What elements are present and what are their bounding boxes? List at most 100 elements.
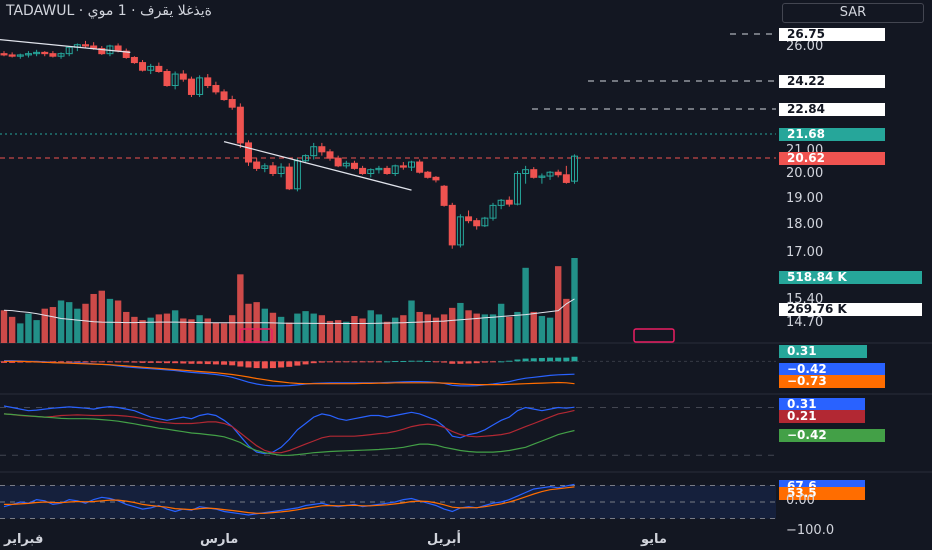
macd-histogram-bar	[416, 360, 423, 362]
macd-histogram-bar	[359, 361, 366, 363]
volume-bar	[473, 313, 480, 343]
macd-histogram-bar	[90, 361, 97, 363]
volume-bar	[506, 316, 513, 343]
candle	[513, 173, 521, 205]
candle	[342, 162, 350, 167]
volume-bar	[147, 317, 154, 343]
macd-histogram-bar	[318, 361, 325, 363]
price-tick-label: 17.00	[786, 245, 824, 260]
symbol-title[interactable]: TADAWUL · ةيذغلا يقرف · 1 موي	[6, 3, 212, 19]
macd-histogram-bar	[278, 361, 285, 368]
price-tag: 24.22	[779, 75, 885, 88]
macd-histogram-bar	[457, 361, 464, 364]
price-tag: 0.31	[779, 345, 867, 358]
candle	[196, 77, 204, 95]
price-tag: 269.76 K	[779, 303, 922, 316]
macd-histogram-bar	[538, 357, 545, 362]
volume-bar	[440, 314, 448, 343]
macd-histogram-bar	[506, 360, 513, 362]
macd-histogram-bar	[530, 358, 537, 362]
macd-histogram-bar	[269, 361, 276, 369]
volume-bar	[416, 311, 423, 343]
volume-bar	[522, 267, 529, 343]
macd-histogram-bar	[571, 356, 578, 362]
candle	[562, 174, 570, 183]
volume-bar	[269, 312, 277, 343]
signal-line	[4, 360, 575, 386]
candle	[326, 151, 334, 159]
candle	[554, 171, 562, 176]
macd-histogram-bar	[245, 361, 252, 368]
macd-histogram-bar	[155, 361, 162, 363]
candle	[318, 146, 326, 153]
candle	[481, 217, 489, 227]
volume-bar	[131, 316, 138, 343]
volume-bar	[465, 310, 472, 343]
volume-bar	[489, 314, 497, 343]
macd-histogram-bar	[131, 361, 138, 363]
candle	[0, 53, 8, 56]
macd-histogram-bar	[490, 361, 496, 363]
oscillator-pane	[0, 405, 776, 456]
candle	[416, 161, 424, 173]
candle	[269, 165, 277, 175]
candle	[139, 62, 147, 71]
volume-average-line	[3, 298, 575, 324]
volume-bar	[33, 320, 40, 343]
price-tag: −0.42	[779, 429, 885, 442]
macd-histogram-bar	[221, 361, 228, 365]
candle	[383, 167, 391, 174]
price-tag: −0.73	[779, 375, 885, 388]
candle	[163, 71, 171, 87]
oscillator-line	[3, 413, 575, 456]
volume-bar	[82, 303, 89, 343]
currency-selector[interactable]: SAR	[782, 3, 924, 23]
volume-bar	[17, 323, 24, 343]
volume-bar	[106, 298, 114, 343]
time-tick-label: أبريل	[427, 532, 461, 547]
candle	[571, 155, 578, 182]
volume-bar	[237, 274, 244, 343]
macd-histogram-bar	[180, 361, 187, 364]
price-tick-label: 26.00	[786, 39, 824, 54]
volume-bar	[229, 315, 236, 343]
volume-bar	[25, 313, 32, 343]
rsi-band	[0, 485, 776, 519]
candle	[448, 204, 456, 246]
volume-bar	[90, 293, 97, 343]
candle	[359, 167, 367, 174]
candle	[399, 165, 407, 168]
macd-histogram-bar	[9, 361, 16, 363]
macd-histogram-bar	[384, 361, 391, 363]
volume-bar	[302, 311, 309, 343]
candle	[538, 175, 546, 178]
macd-histogram-bar	[424, 361, 431, 363]
volume-pane	[0, 258, 675, 343]
candle	[155, 65, 163, 73]
candle	[82, 44, 89, 47]
volume-bar	[334, 320, 342, 343]
macd-histogram-bar	[261, 361, 268, 369]
candle	[171, 73, 179, 87]
volume-bar	[563, 298, 570, 343]
candle	[49, 53, 57, 57]
volume-bar	[277, 316, 285, 343]
candle	[465, 216, 473, 222]
candle	[456, 216, 464, 246]
volume-bar	[497, 303, 505, 343]
macd-histogram-bar	[164, 361, 170, 364]
macd-histogram-bar	[327, 361, 333, 363]
macd-histogram-bar	[106, 361, 113, 363]
volume-bar	[114, 300, 122, 343]
candle	[408, 161, 415, 168]
volume-bar	[74, 308, 81, 343]
volume-bar	[8, 316, 16, 343]
rsi-average-line	[4, 486, 575, 514]
price-tick-label: 14.70	[786, 315, 824, 330]
price-tick-label: 19.00	[786, 191, 824, 206]
macd-histogram-bar	[188, 361, 195, 364]
price-tag: −0.42	[779, 363, 885, 376]
oscillator-line	[3, 409, 575, 454]
candle	[530, 169, 538, 178]
